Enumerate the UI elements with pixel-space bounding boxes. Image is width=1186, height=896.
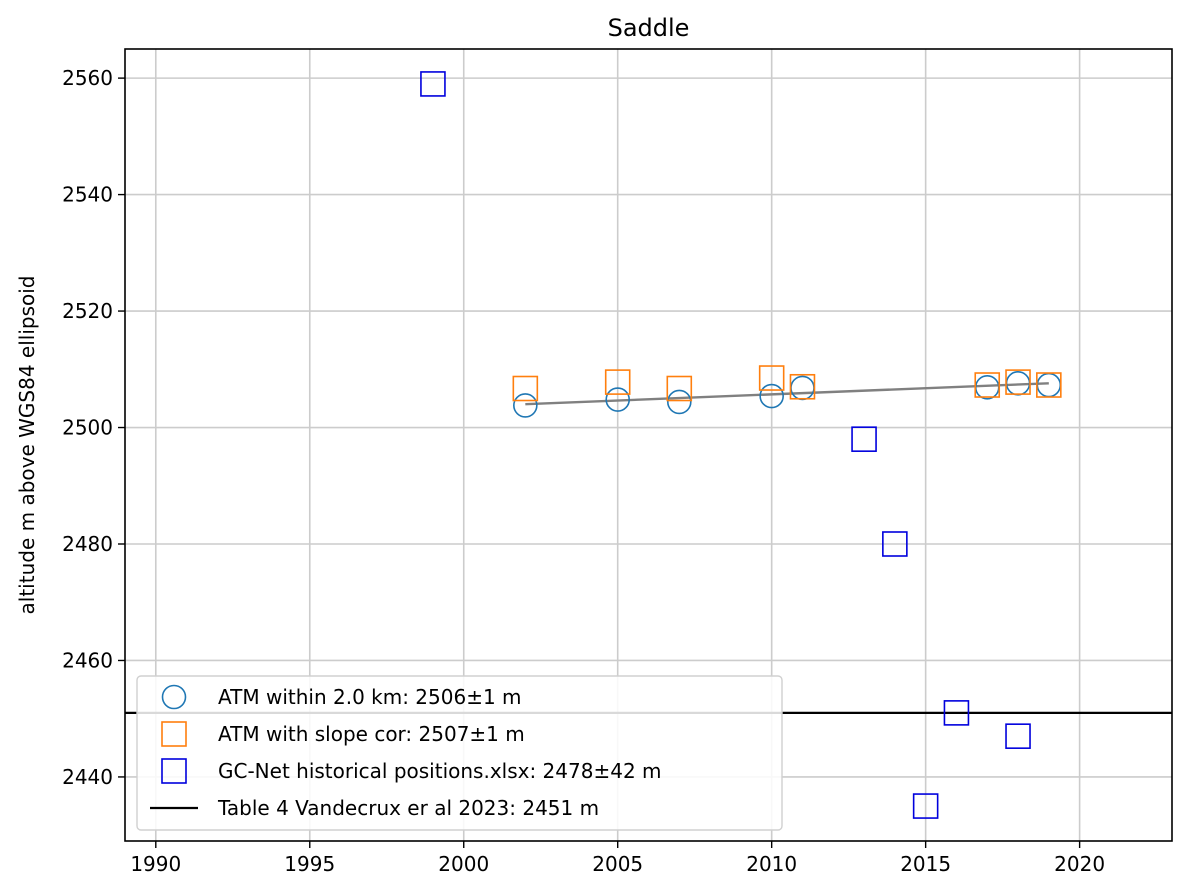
legend: ATM within 2.0 km: 2506±1 m ATM with slop…: [136, 675, 783, 831]
y-tick-label: 2560: [62, 66, 113, 90]
data-markers: [420, 71, 1062, 819]
x-tick-label: 2020: [1054, 852, 1105, 876]
data-point-series-2: [758, 365, 785, 391]
axis-ticks: 1990 1995 2000 2005 2010 2015 2020 2440 2460 2480…: [62, 66, 1105, 876]
plot-frame: [124, 48, 1173, 842]
data-point-series-3: [943, 700, 970, 726]
data-point-series-2: [1005, 369, 1031, 395]
chart-title: Saddle: [608, 14, 690, 42]
x-tick-label: 2010: [746, 852, 797, 876]
data-point-series-1: [666, 389, 692, 415]
trend-line-group: [525, 382, 1049, 406]
data-point-series-2: [974, 372, 1001, 398]
x-tick-label: 1995: [284, 852, 335, 876]
x-tick-label: 2000: [438, 852, 489, 876]
data-point-series-2: [789, 373, 816, 400]
data-point-series-3: [1005, 723, 1031, 749]
x-tick-label: 2015: [900, 852, 951, 876]
data-point-series-2: [604, 369, 631, 395]
trend-line: [525, 382, 1049, 406]
data-point-series-2: [512, 375, 539, 402]
data-point-series-3: [420, 71, 446, 97]
y-tick-label: 2460: [62, 648, 113, 672]
y-tick-label: 2440: [62, 765, 113, 789]
data-point-series-2: [666, 375, 693, 402]
data-point-series-3: [882, 531, 908, 557]
x-tick-label: 2005: [592, 852, 643, 876]
data-point-series-1: [513, 393, 538, 418]
legend-label-1: ATM within 2.0 km: 2506±1 m: [218, 685, 522, 709]
x-tick-label: 1990: [130, 852, 181, 876]
legend-box: [136, 675, 783, 831]
data-point-series-1: [759, 383, 784, 409]
y-tick-label: 2520: [62, 299, 113, 323]
y-tick-label: 2480: [62, 532, 113, 556]
data-point-series-3: [851, 426, 877, 452]
legend-marker-2: [161, 721, 187, 747]
legend-label-3: GC-Net historical positions.xlsx: 2478±4…: [218, 759, 662, 783]
legend-label-4: Table 4 Vandecrux er al 2023: 2451 m: [217, 796, 599, 820]
y-tick-label: 2500: [62, 416, 113, 440]
legend-label-2: ATM with slope cor: 2507±1 m: [218, 722, 525, 746]
data-point-series-3: [912, 793, 939, 819]
y-tick-label: 2540: [62, 183, 113, 207]
legend-marker-3: [161, 758, 187, 784]
legend-marker-1: [161, 684, 187, 710]
data-point-series-1: [605, 387, 631, 412]
data-point-series-2: [1036, 372, 1062, 398]
y-axis-title: altitude m above WGS84 ellipsoid: [15, 276, 39, 615]
